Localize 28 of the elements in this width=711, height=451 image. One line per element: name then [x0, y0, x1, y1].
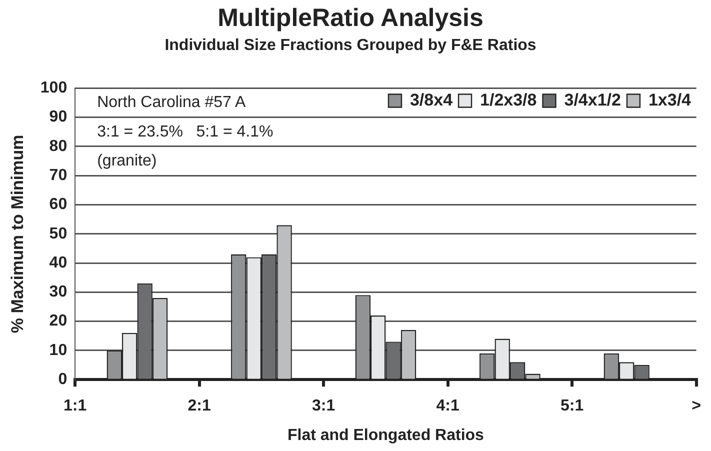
y-tick-label: 60	[49, 196, 68, 214]
annotation: North Carolina #57 A	[97, 94, 246, 112]
y-tick-label: 10	[49, 342, 68, 359]
y-tick-label: 90	[49, 108, 68, 126]
x-tick-label: 4:1	[436, 398, 460, 415]
x-tick-label: 2:1	[188, 398, 212, 415]
legend-label: 1/2x3/8	[480, 90, 537, 110]
y-tick-label: 20	[49, 312, 68, 330]
chart-title: MultipleRatio Analysis	[218, 4, 484, 32]
x-tick-label: 3:1	[312, 398, 336, 415]
legend-label: 3/4x1/2	[564, 90, 621, 110]
y-tick-label: 50	[49, 225, 68, 242]
legend-label: 3/8x4	[410, 90, 454, 110]
chart-subtitle: Individual Size Fractions Grouped by F&E Ratios	[164, 37, 536, 54]
x-tick-label: 5:1	[560, 398, 584, 415]
x-tick-label: 1:1	[64, 398, 87, 415]
x-tick-label: >	[692, 398, 701, 415]
legend-label: 1x3/4	[648, 90, 692, 110]
annotation: (granite)	[97, 152, 157, 170]
y-tick-label: 70	[49, 167, 68, 184]
y-tick-label: 40	[49, 254, 68, 272]
y-axis-title: % Maximum to Minimum	[8, 134, 27, 334]
annotation: 3:1 = 23.5% 5:1 = 4.1%	[97, 123, 274, 140]
y-tick-label: 30	[49, 284, 68, 301]
x-axis-title: Flat and Elongated Ratios	[287, 426, 484, 444]
y-tick-label: 0	[58, 371, 68, 388]
y-tick-label: 80	[49, 138, 68, 155]
y-tick-label: 100	[40, 80, 68, 97]
